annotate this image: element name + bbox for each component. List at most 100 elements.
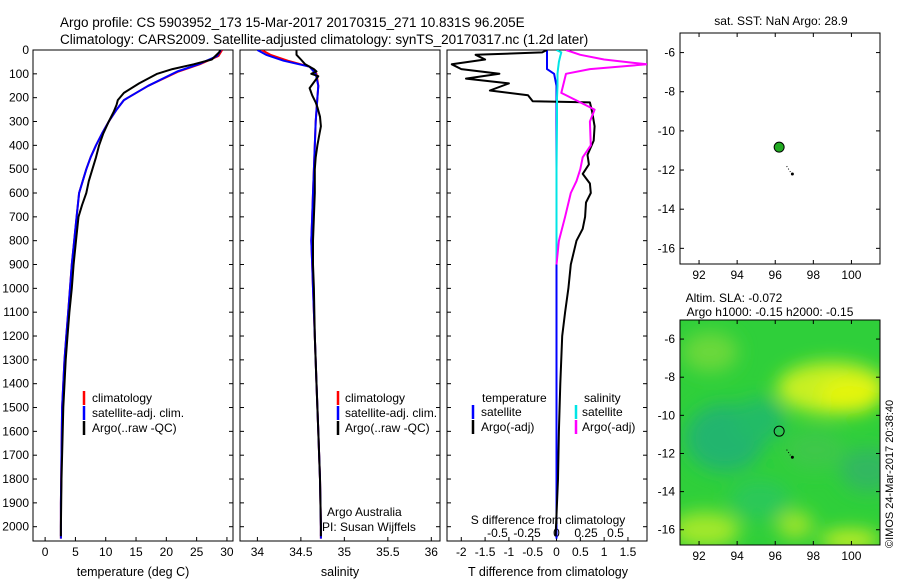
legend-head-salinity: salinity: [584, 391, 621, 405]
y-tick-label: 1800: [2, 472, 29, 486]
y-tick-label: 1900: [2, 496, 29, 510]
legend-label-satellite: satellite-adj. clim.: [92, 406, 184, 420]
x-tick-label: 0.25: [574, 526, 598, 540]
legend-label-satellite: satellite-adj. clim.: [345, 406, 437, 420]
y-tick-label: 1600: [2, 424, 29, 438]
x-tick-label: -1: [504, 545, 515, 559]
y-tick-label: 500: [9, 162, 29, 176]
y-tick-label: 1100: [3, 305, 29, 319]
salinity-lines: [256, 50, 322, 539]
x-tick-label: 0.5: [572, 545, 589, 559]
location-map-top: sat. SST: NaN Argo: 28.9 92 94 96 98 100 -6 -8…: [658, 14, 881, 282]
x-tick-label: 100: [841, 549, 861, 563]
y-tick-label: 400: [9, 138, 29, 152]
series-line-salinity-satellite: [555, 50, 563, 265]
temperature-lines: [59, 50, 223, 539]
difference-lines: [450, 50, 647, 539]
map-bottom-title-1: Altim. SLA: -0.072: [686, 291, 783, 305]
x-tick-label: 92: [692, 549, 706, 563]
series-line-salinity-argo-adj: [555, 50, 647, 265]
x-tick-label: 98: [807, 549, 821, 563]
difference-x-ticks: -2 -1.5 -1 -0.5 0 0.5 1 1.5: [456, 537, 637, 559]
float-track: [786, 449, 791, 456]
temperature-x-ticks: 0 5 10 15 20 25 30: [42, 537, 234, 559]
difference-plot-frame: [446, 49, 648, 542]
x-tick-label: 30: [220, 545, 234, 559]
y-tick-label: 700: [9, 210, 29, 224]
temperature-xlabel: temperature (deg C): [77, 565, 190, 579]
legend-label-argo: Argo(..raw -QC): [345, 421, 430, 435]
x-tick-label: 15: [129, 545, 143, 559]
series-line-temperature-satellite: [546, 50, 558, 539]
x-tick-label: -0.5: [522, 545, 543, 559]
x-tick-label: -1.5: [475, 545, 496, 559]
y-tick-label: 100: [9, 67, 29, 81]
x-tick-label: 92: [692, 268, 706, 282]
salinity-y-ticks: [240, 49, 440, 528]
y-tick-label: 1700: [2, 448, 29, 462]
map-top-ticks: 92 94 96 98 100 -6 -8 -10 -12 -14 -16: [658, 33, 880, 282]
x-tick-label: 35.5: [376, 545, 400, 559]
y-tick-label: -16: [658, 241, 676, 255]
temperature-panel: 0100200300400500600700800900100011001200…: [2, 43, 234, 579]
x-tick-label: 10: [99, 545, 113, 559]
x-tick-label: 96: [769, 268, 783, 282]
y-tick-label: 1200: [2, 329, 29, 343]
x-tick-label: 96: [769, 549, 783, 563]
x-tick-label: 98: [807, 268, 821, 282]
y-tick-label: 2000: [2, 520, 29, 534]
y-tick-label: 200: [9, 91, 29, 105]
sla-blobs: [680, 332, 880, 545]
x-tick-label: 36: [425, 545, 439, 559]
salinity-panel: 34 34.5 35 35.5 36 climatology satellite-adj…: [239, 49, 441, 579]
y-tick-label: -8: [664, 85, 675, 99]
map-bottom-frame: [679, 319, 881, 546]
x-tick-label: 94: [730, 268, 744, 282]
difference-legend: temperature salinity satellite Argo(-adj…: [471, 391, 635, 434]
map-bottom-title-2: Argo h1000: -0.15 h2000: -0.15: [687, 305, 854, 319]
x-tick-label: -0.5: [487, 526, 508, 540]
y-tick-label: 600: [9, 186, 29, 200]
difference-salinity-ticks: -0.5 -0.25 0 0.25 0.5: [487, 526, 624, 540]
x-tick-label: 0: [42, 545, 49, 559]
series-line-argo-raw-qc: [59, 50, 222, 537]
legend-label-s-satellite: satellite: [582, 405, 623, 419]
y-tick-label: 300: [9, 115, 29, 129]
y-tick-label: -12: [658, 446, 676, 460]
series-line-argo-raw-qc: [295, 50, 322, 537]
imos-timestamp: ©IMOS 24-Mar-2017 20:38:40: [884, 400, 896, 548]
track-end-point: [790, 172, 794, 176]
x-tick-label: 5: [72, 545, 79, 559]
x-tick-label: 35: [338, 545, 352, 559]
temperature-legend: climatology satellite-adj. clim. Argo(..…: [82, 391, 184, 435]
y-tick-label: -10: [658, 124, 676, 138]
y-tick-label: -14: [658, 202, 676, 216]
map-top-marks: [773, 141, 794, 176]
legend-label-t-satellite: satellite: [481, 405, 522, 419]
y-tick-label: -6: [664, 332, 675, 346]
x-tick-label: 0.5: [607, 526, 624, 540]
credit-argo-australia: Argo Australia: [327, 505, 402, 519]
series-line-satellite-adj-clim: [59, 50, 222, 539]
y-tick-label: 1400: [2, 377, 29, 391]
y-tick-label: -16: [658, 523, 676, 537]
salinity-x-ticks: 34 34.5 35 35.5 36: [251, 537, 439, 559]
difference-panel: -2 -1.5 -1 -0.5 0 0.5 1 1.5 -0.5 -0.25 0 0.25 0.5 t…: [446, 49, 648, 579]
credit-pi: PI: Susan Wijffels: [322, 520, 416, 534]
x-tick-label: 25: [190, 545, 204, 559]
legend-head-temperature: temperature: [482, 391, 547, 405]
x-tick-label: -2: [456, 545, 467, 559]
y-tick-label: -6: [664, 46, 675, 60]
x-tick-label: 100: [841, 268, 861, 282]
map-top-title: sat. SST: NaN Argo: 28.9: [714, 14, 848, 28]
x-tick-label: 1.5: [620, 545, 637, 559]
x-tick-label: -0.25: [513, 526, 541, 540]
sla-field: [680, 320, 880, 545]
y-tick-label: -10: [658, 408, 676, 422]
y-tick-label: 800: [9, 234, 29, 248]
x-tick-label: 34: [251, 545, 265, 559]
legend-label-climatology: climatology: [345, 391, 405, 405]
x-tick-label: 1: [601, 545, 608, 559]
temperature-y-ticks: 0 100 200 300 400 500 600 700 800 900 1000 1100 1200…: [2, 43, 233, 534]
